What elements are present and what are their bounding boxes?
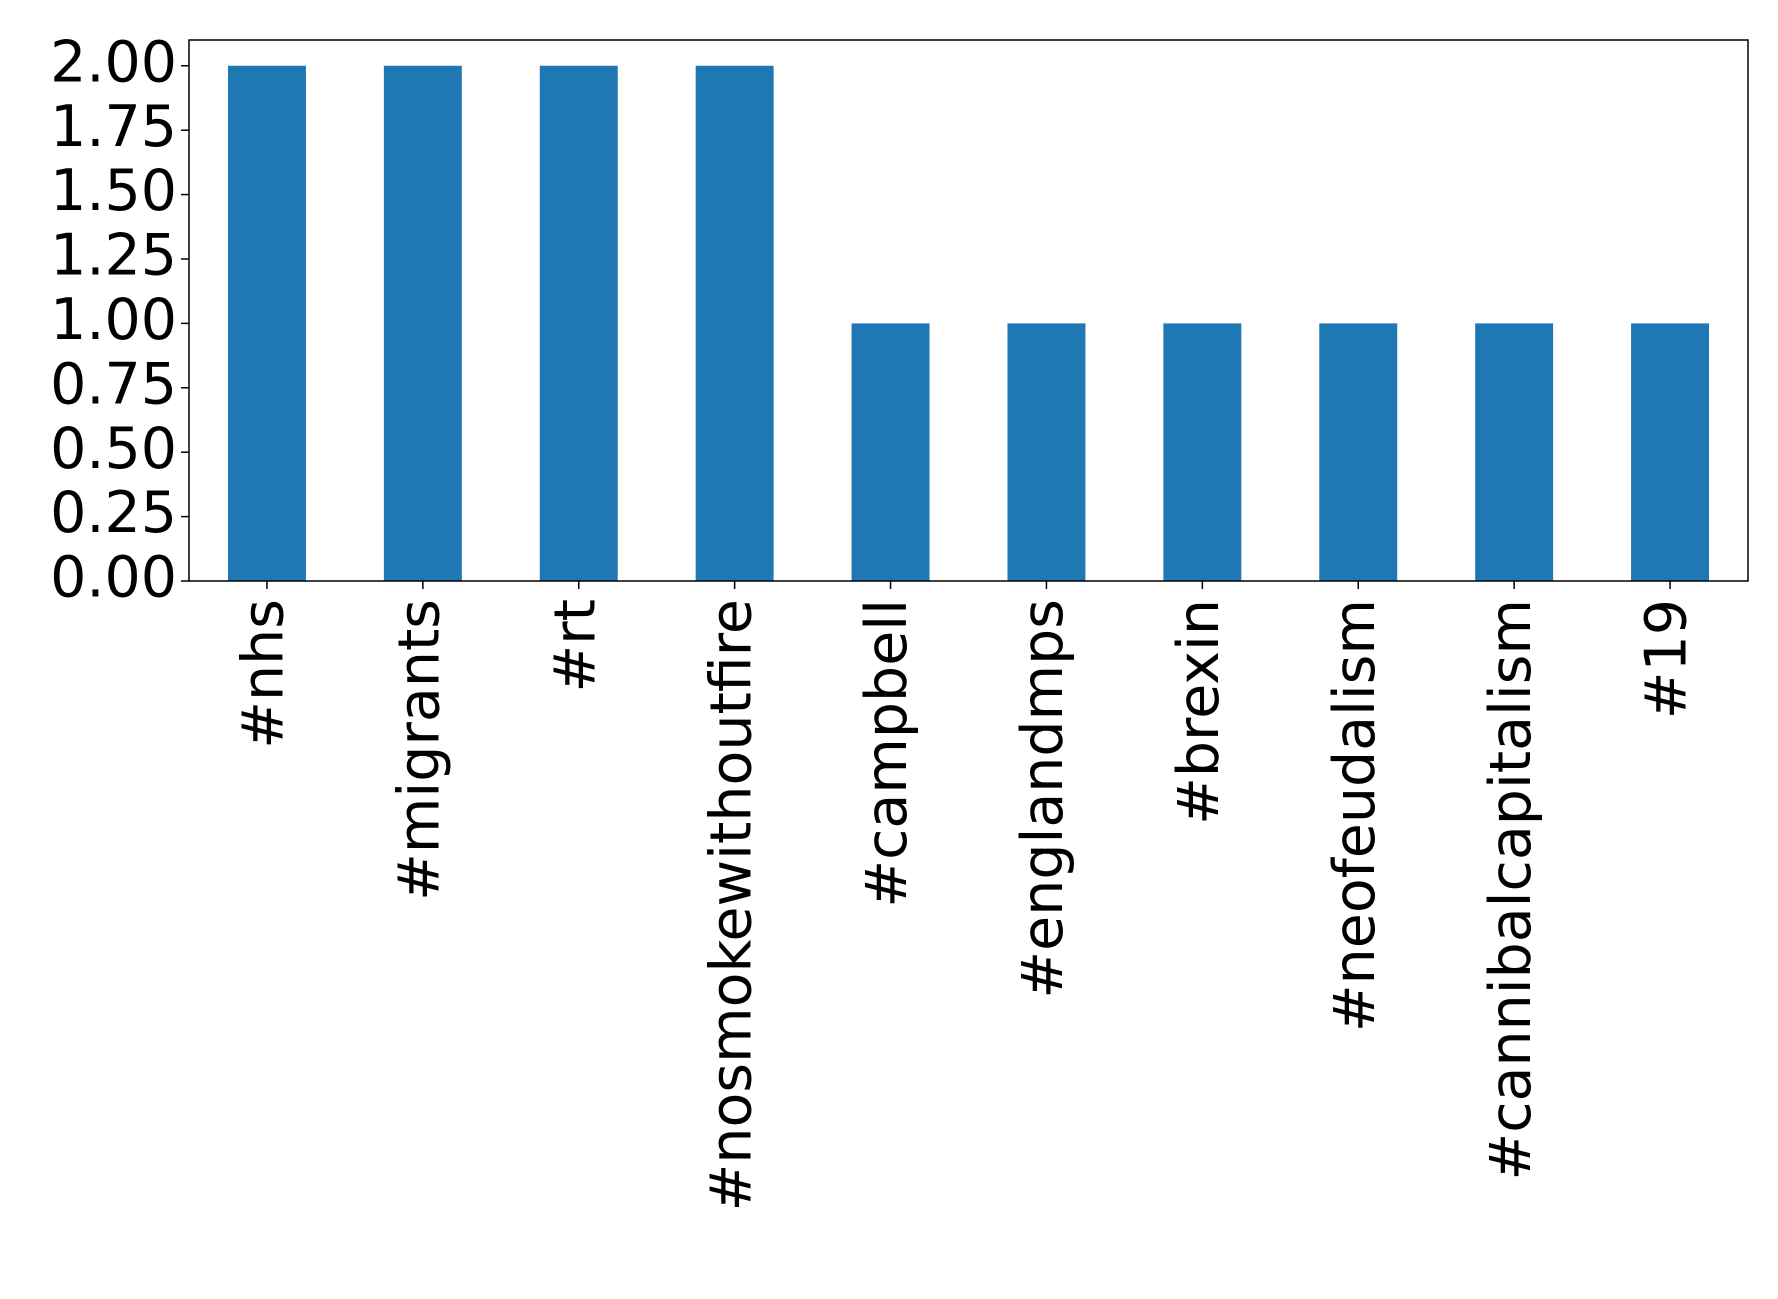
y-tick-label: 2.00 — [50, 29, 177, 95]
x-tick-label: #cannibalcapitalism — [1478, 599, 1544, 1181]
y-tick-label: 1.75 — [50, 94, 177, 160]
y-tick-label: 1.50 — [50, 158, 177, 224]
bar — [227, 65, 306, 581]
y-tick-label: 0.75 — [50, 351, 177, 417]
x-tick-label: #nosmokewithoutfire — [698, 599, 764, 1211]
y-tick-label: 1.00 — [50, 287, 177, 353]
bar — [851, 323, 930, 581]
x-tick-label: #nhs — [231, 599, 297, 749]
x-tick-label: #brexin — [1166, 599, 1232, 825]
bar — [1631, 323, 1710, 581]
plot-frame — [188, 39, 1749, 582]
x-tick-label: #19 — [1634, 599, 1700, 719]
bar — [1007, 323, 1086, 581]
x-tick-label: #campbell — [854, 599, 920, 908]
x-tick-label: #neofeudalism — [1322, 599, 1388, 1032]
x-tick-label: #rt — [542, 599, 608, 693]
x-tick-label: #englandmps — [1010, 599, 1076, 999]
y-tick-label: 0.25 — [50, 480, 177, 546]
y-tick-label: 0.00 — [50, 545, 177, 611]
x-tick-label: #migrants — [386, 599, 452, 901]
y-tick-label: 1.25 — [50, 223, 177, 289]
bar — [1163, 323, 1242, 581]
bar — [1319, 323, 1398, 581]
bar — [539, 65, 618, 581]
bar — [383, 65, 462, 581]
y-tick-label: 0.50 — [50, 416, 177, 482]
bar — [695, 65, 774, 581]
bar — [1475, 323, 1554, 581]
